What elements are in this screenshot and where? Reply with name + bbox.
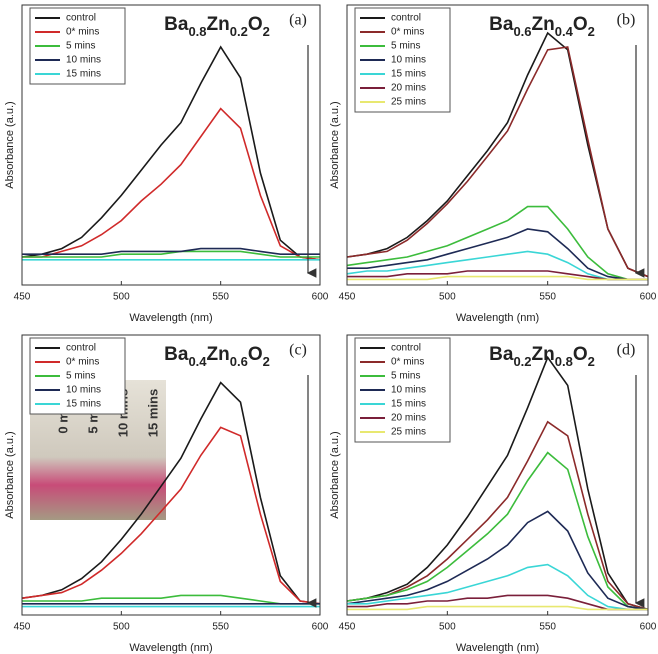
- series-line: [21, 381, 321, 605]
- legend-label: 0* mins: [66, 357, 99, 368]
- y-axis-label: Absorbance (a.u.): [329, 101, 341, 188]
- x-tick-label: 550: [212, 292, 229, 303]
- panel-title: Ba0.4Zn0.6O2: [164, 344, 270, 369]
- x-tick-label: 500: [439, 622, 456, 633]
- legend-label: 20 mins: [391, 83, 426, 94]
- x-axis-label: Wavelength (nm): [129, 312, 212, 324]
- legend-label: 0* mins: [391, 27, 424, 38]
- series-line: [346, 205, 648, 281]
- x-tick-label: 500: [113, 622, 130, 633]
- panel-label: (b): [617, 12, 636, 29]
- legend-label: 15 mins: [66, 69, 101, 80]
- series-line: [346, 451, 649, 611]
- series-line: [21, 45, 321, 261]
- legend-label: 15 mins: [391, 399, 426, 410]
- y-axis-label: Absorbance (a.u.): [329, 431, 341, 518]
- x-tick-label: 450: [339, 622, 356, 633]
- legend-label: 10 mins: [66, 55, 101, 66]
- legend-label: 25 mins: [391, 427, 426, 438]
- x-tick-label: 450: [14, 292, 31, 303]
- x-tick-label: 600: [640, 292, 657, 303]
- plot-frame: [346, 334, 649, 616]
- series-line: [346, 250, 648, 281]
- plot-frame: [346, 4, 649, 286]
- x-tick-label: 500: [113, 292, 130, 303]
- x-tick-label: 450: [339, 292, 356, 303]
- legend-label: 5 mins: [391, 41, 420, 52]
- x-axis-label: Wavelength (nm): [129, 642, 212, 654]
- series-line: [347, 563, 648, 611]
- legend-label: 10 mins: [391, 385, 426, 396]
- x-tick-label: 500: [439, 292, 456, 303]
- legend-label: control: [66, 13, 96, 24]
- legend-label: 5 mins: [66, 371, 95, 382]
- panel-label: (a): [289, 12, 307, 29]
- series-line: [346, 420, 649, 611]
- legend-label: 5 mins: [391, 371, 420, 382]
- legend-label: 10 mins: [391, 55, 426, 66]
- y-axis-label: Absorbance (a.u.): [4, 431, 16, 518]
- plot-frame: [21, 4, 321, 286]
- legend-label: 0* mins: [391, 357, 424, 368]
- legend-label: 25 mins: [391, 97, 426, 108]
- inset-label: 15 mins: [145, 389, 160, 437]
- x-tick-label: 600: [640, 622, 657, 633]
- legend-label: control: [391, 13, 421, 24]
- legend-label: 0* mins: [66, 27, 99, 38]
- legend-label: control: [66, 343, 96, 354]
- series-line: [21, 426, 321, 605]
- x-tick-label: 550: [212, 622, 229, 633]
- panel-title: Ba0.6Zn0.4O2: [489, 14, 595, 39]
- legend-label: 5 mins: [66, 41, 95, 52]
- series-line: [346, 510, 649, 611]
- panel-title: Ba0.8Zn0.2O2: [164, 14, 270, 39]
- legend-label: 15 mins: [391, 69, 426, 80]
- x-tick-label: 600: [312, 622, 329, 633]
- x-axis-label: Wavelength (nm): [456, 642, 539, 654]
- y-axis-label: Absorbance (a.u.): [4, 101, 16, 188]
- series-line: [347, 605, 648, 611]
- x-tick-label: 550: [539, 292, 556, 303]
- legend-label: 10 mins: [66, 385, 101, 396]
- series-line: [346, 355, 649, 611]
- series-line: [22, 594, 320, 605]
- panel-title: Ba0.2Zn0.8O2: [489, 344, 595, 369]
- x-axis-label: Wavelength (nm): [456, 312, 539, 324]
- legend-label: 20 mins: [391, 413, 426, 424]
- series-line: [347, 594, 648, 611]
- panel-label: (d): [617, 342, 636, 359]
- legend-label: 15 mins: [66, 399, 101, 410]
- x-tick-label: 550: [539, 622, 556, 633]
- plot-frame: [21, 334, 321, 616]
- series-line: [347, 270, 648, 281]
- series-line: [22, 247, 320, 255]
- x-tick-label: 450: [14, 622, 31, 633]
- series-line: [347, 228, 648, 281]
- series-line: [22, 250, 320, 258]
- series-line: [22, 107, 321, 261]
- series-line: [346, 46, 649, 278]
- series-line: [347, 275, 648, 281]
- legend-label: control: [391, 343, 421, 354]
- panel-label: (c): [289, 342, 307, 359]
- x-tick-label: 600: [312, 292, 329, 303]
